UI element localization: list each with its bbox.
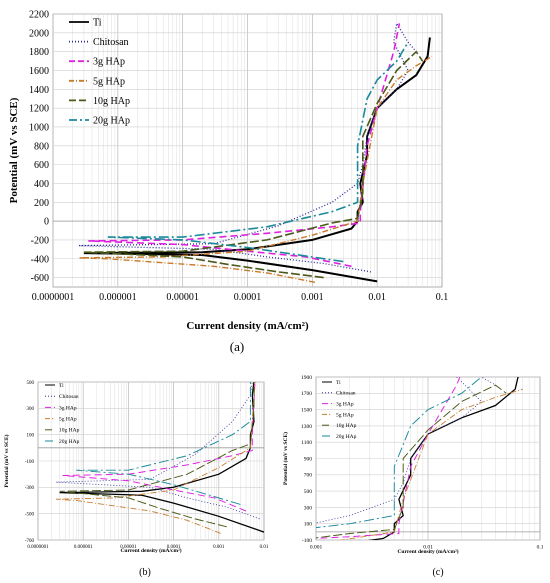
- y-axis-label: Potential (mV vs SCE): [282, 432, 289, 485]
- y-tick-label: 1200: [29, 104, 49, 115]
- legend-entry: 10g HAp: [93, 96, 130, 107]
- legend-entry: Ti: [93, 18, 102, 29]
- y-tick-label: 2000: [29, 28, 49, 39]
- series-line-chitosan: [316, 377, 496, 524]
- legend-entry: 3g HAp: [59, 405, 77, 411]
- legend-entry: 3g HAp: [336, 402, 354, 408]
- y-tick-label: 600: [34, 160, 49, 171]
- y-tick-label: 800: [34, 141, 49, 152]
- y-tick-label: 400: [34, 179, 49, 190]
- y-tick-label: 900: [304, 456, 313, 462]
- x-tick-label: 0.001: [213, 545, 225, 550]
- series-line-3g-hap: [88, 23, 401, 268]
- y-tick-label: 100: [304, 522, 313, 528]
- y-tick-label: 1800: [29, 47, 49, 58]
- legend-entry: 20g HAp: [59, 439, 80, 445]
- panel-caption: (b): [139, 567, 151, 578]
- series-line-5g-hap: [78, 55, 433, 283]
- legend-entry: 10g HAp: [336, 423, 357, 429]
- legend-entry: Chitosan: [336, 391, 356, 397]
- y-tick-label: 500: [27, 381, 35, 386]
- y-tick-label: -600: [31, 273, 49, 284]
- series-line-10g-hap: [83, 50, 424, 279]
- x-tick-label: 0.001: [301, 292, 324, 303]
- x-tick-label: 0.0001: [167, 545, 181, 550]
- legend-entry: 10g HAp: [59, 428, 80, 434]
- legend-entry: 20g HAp: [93, 116, 130, 127]
- chart-panel-a: -600 -400 -200 0 200 400 600 800 1000 1200 1400 160…: [8, 10, 448, 355]
- y-tick-label: 700: [304, 473, 313, 479]
- x-tick-label: 0.01: [368, 292, 386, 303]
- series-line-10g-hap: [59, 382, 255, 528]
- series-line-3g-hap: [62, 382, 256, 512]
- y-tick-label: 1700: [301, 391, 312, 397]
- y-tick-label: 200: [34, 198, 49, 209]
- legend-entry: 5g HAp: [336, 412, 354, 418]
- panel-caption: (a): [230, 339, 244, 354]
- chart-panel-b: -700 -500 -300 -100 100 300 500 0.0000001 0.0000…: [3, 381, 269, 578]
- y-axis-label: Potential (mV vs SCE): [3, 434, 10, 487]
- x-tick-label: 0.00001: [166, 292, 199, 303]
- x-tick-label: 0.001: [310, 545, 323, 551]
- legend-entry: 20g HAp: [336, 434, 357, 440]
- x-tick-label: 0.01: [423, 545, 433, 551]
- x-tick-label: 0.000001: [99, 292, 137, 303]
- series-line-10g-hap: [316, 384, 507, 539]
- x-axis-label: Current density (mA/cm²): [120, 547, 181, 554]
- y-tick-label: 1000: [29, 122, 49, 133]
- chart-panel-c: -100 100 300 500 700 900 1100 1300 1500 1700 1900 0…: [282, 375, 544, 578]
- panel-caption: (c): [432, 567, 443, 578]
- y-tick-label: 100: [27, 433, 35, 438]
- legend-entry: Ti: [59, 383, 64, 389]
- y-tick-label: 300: [27, 407, 35, 412]
- legend-entry: Chitosan: [59, 394, 79, 400]
- x-tick-label: 0.00001: [120, 545, 137, 550]
- y-tick-label: -300: [25, 486, 35, 491]
- series-line-5g-hap: [55, 382, 256, 534]
- series-line-3g-hap: [316, 377, 461, 539]
- x-axis-label: Current density (mA/cm²): [186, 320, 309, 332]
- y-tick-label: 1900: [301, 375, 312, 381]
- y-tick-label: 1400: [29, 85, 49, 96]
- x-tick-label: 0.1: [537, 545, 544, 551]
- x-tick-label: 0.01: [260, 545, 269, 550]
- y-tick-label: 300: [304, 505, 313, 511]
- y-tick-label: -700: [25, 539, 35, 544]
- y-tick-label: -200: [31, 235, 49, 246]
- legend-entry: 3g HAp: [93, 57, 125, 68]
- y-tick-label: -400: [31, 254, 49, 265]
- x-tick-label: 0.0001: [234, 292, 262, 303]
- y-tick-label: -100: [25, 460, 35, 465]
- y-tick-label: 2200: [29, 10, 49, 21]
- y-axis-label: Potential (mV vs SCE): [8, 97, 20, 203]
- y-tick-label: 1100: [301, 440, 312, 446]
- series-line-20g-hap: [107, 41, 409, 263]
- y-tick-label: 1300: [301, 424, 312, 430]
- y-tick-label: 0: [44, 217, 49, 228]
- x-tick-label: 0.0000001: [27, 545, 49, 550]
- legend-entry: Ti: [336, 380, 341, 386]
- series-line-20g-hap: [76, 382, 251, 505]
- x-tick-label: 0.0000001: [32, 292, 75, 303]
- y-tick-label: 1600: [29, 66, 49, 77]
- x-axis-label: Current density (mA/cm²): [397, 548, 458, 555]
- y-tick-label: -500: [25, 512, 35, 517]
- y-tick-label: 500: [304, 489, 313, 495]
- x-tick-label: 0.000001: [74, 545, 93, 550]
- y-tick-label: 1500: [301, 408, 312, 414]
- legend-entry: 5g HAp: [59, 417, 77, 423]
- x-tick-label: 0.1: [436, 292, 449, 303]
- legend-entry: Chitosan: [93, 37, 129, 48]
- y-tick-label: -100: [302, 538, 312, 544]
- legend-entry: 5g HAp: [93, 76, 125, 87]
